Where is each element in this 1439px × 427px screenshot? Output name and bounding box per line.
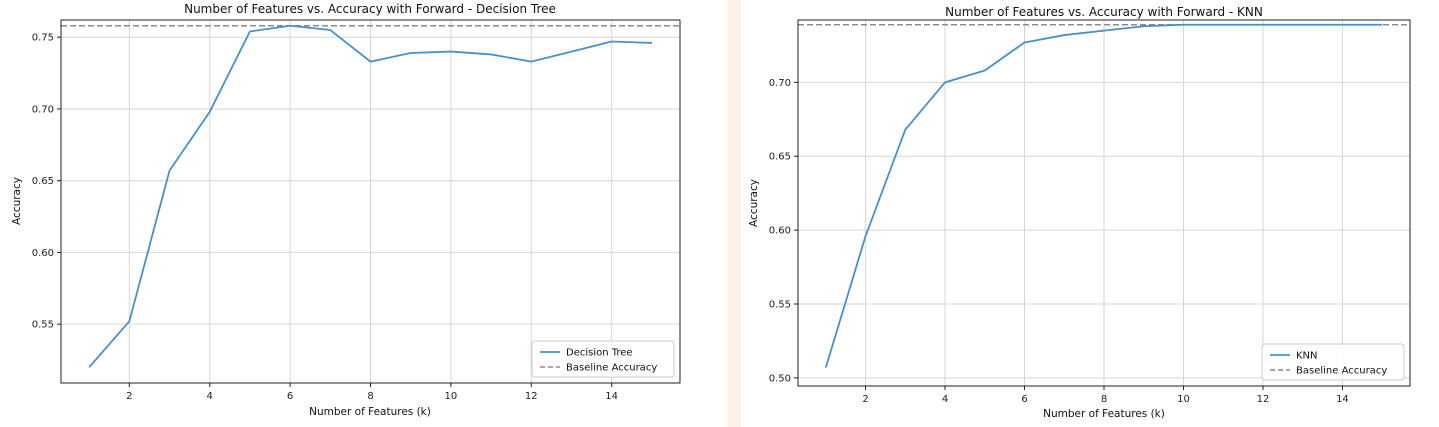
x-axis-label: Number of Features (k) — [1043, 408, 1165, 420]
legend-label-series: KNN — [1296, 351, 1318, 362]
x-tick-label: 10 — [1177, 394, 1190, 405]
chart-title: Number of Features vs. Accuracy with For… — [184, 2, 556, 16]
series-line — [824, 23, 1383, 368]
x-tick-label: 14 — [605, 391, 618, 402]
y-tick-label: 0.65 — [32, 176, 54, 187]
y-axis-label: Accuracy — [11, 177, 23, 225]
y-tick-label: 0.60 — [32, 248, 54, 259]
series-line — [88, 24, 652, 368]
y-tick-label: 0.50 — [769, 373, 791, 384]
y-axis-label: Accuracy — [748, 179, 760, 227]
chart-panel-knn: Number of Features vs. Accuracy with For… — [741, 0, 1439, 427]
legend-label-series: Decision Tree — [566, 348, 633, 359]
y-tick-label: 0.75 — [32, 33, 54, 44]
legend-box — [531, 340, 675, 378]
legend-box — [1261, 343, 1405, 381]
y-tick-label: 0.60 — [769, 226, 791, 237]
x-axis-label: Number of Features (k) — [309, 406, 431, 418]
y-tick-label: 0.65 — [769, 152, 791, 163]
legend-label-baseline: Baseline Accuracy — [566, 363, 657, 374]
legend: Decision Tree Baseline Accuracy — [531, 340, 675, 378]
x-tick-label: 10 — [445, 391, 458, 402]
x-tick-label: 6 — [287, 391, 293, 402]
y-tick-label: 0.70 — [32, 104, 54, 115]
x-tick-label: 12 — [525, 391, 538, 402]
legend-label-baseline: Baseline Accuracy — [1296, 366, 1387, 377]
panel-divider — [727, 0, 741, 427]
x-tick-label: 14 — [1336, 394, 1349, 405]
x-tick-label: 6 — [1021, 394, 1027, 405]
x-tick-label: 12 — [1257, 394, 1270, 405]
chart-knn: Number of Features vs. Accuracy with For… — [748, 5, 1411, 420]
x-tick-label: 4 — [942, 394, 948, 405]
chart-title: Number of Features vs. Accuracy with For… — [945, 5, 1263, 19]
chart-decision-tree: Number of Features vs. Accuracy with For… — [11, 2, 681, 418]
x-tick-label: 2 — [126, 391, 132, 402]
x-tick-label: 2 — [862, 394, 868, 405]
x-tick-label: 4 — [207, 391, 213, 402]
chart-panel-decision-tree: Number of Features vs. Accuracy with For… — [11, 2, 681, 418]
y-tick-label: 0.55 — [32, 320, 54, 331]
y-tick-label: 0.70 — [769, 78, 791, 89]
x-tick-label: 8 — [1101, 394, 1107, 405]
y-tick-label: 0.55 — [769, 299, 791, 310]
x-tick-label: 8 — [367, 391, 373, 402]
legend: KNN Baseline Accuracy — [1261, 343, 1405, 381]
